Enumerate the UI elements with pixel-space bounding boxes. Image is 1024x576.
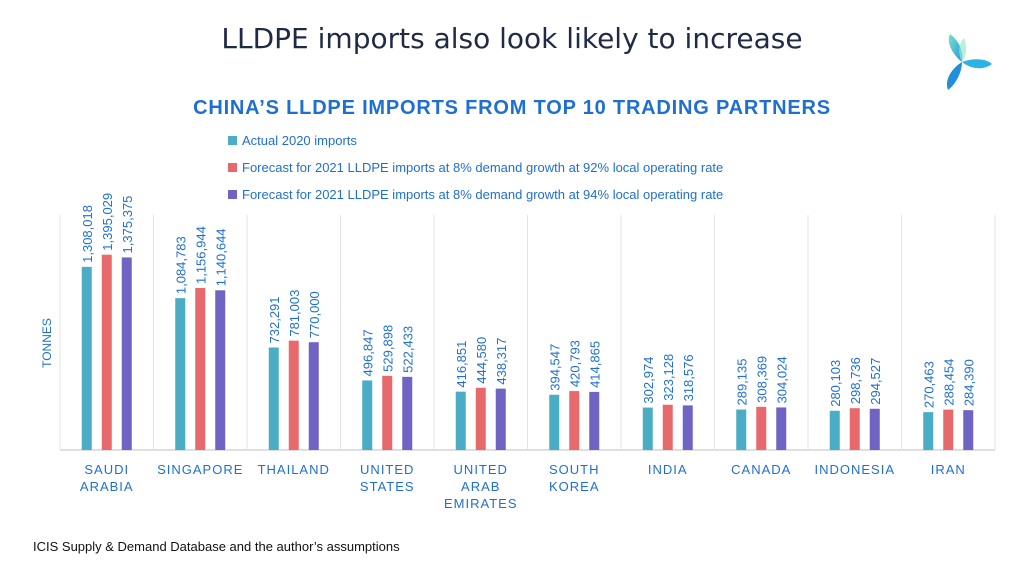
data-label: 1,395,029: [100, 193, 115, 251]
bar: [963, 410, 974, 450]
category-label: SINGAPORE: [157, 462, 243, 477]
bar: [455, 391, 466, 450]
bar: [943, 409, 954, 450]
bar: [475, 387, 486, 450]
data-label: 308,369: [754, 356, 769, 403]
legend-swatch: [228, 190, 237, 199]
data-label: 1,375,375: [120, 196, 135, 254]
bar: [268, 347, 279, 450]
data-label: 1,140,644: [213, 228, 228, 286]
data-label: 781,003: [287, 290, 302, 337]
category-label: THAILAND: [258, 462, 330, 477]
bar: [736, 409, 747, 450]
data-label: 1,308,018: [80, 205, 95, 263]
data-label: 732,291: [267, 296, 282, 343]
source-note: ICIS Supply & Demand Database and the au…: [33, 539, 400, 554]
chart-legend: Actual 2020 imports Forecast for 2021 LLD…: [228, 133, 723, 202]
data-label: 522,433: [400, 326, 415, 373]
bar: [101, 254, 112, 450]
bar: [549, 394, 560, 450]
category-label: CANADA: [731, 462, 791, 477]
data-label: 394,547: [547, 344, 562, 391]
bar: [495, 388, 506, 450]
data-label: 1,156,944: [193, 226, 208, 284]
bar: [382, 375, 393, 450]
bar: [869, 408, 880, 450]
data-label: 318,576: [681, 354, 696, 401]
data-label: 302,974: [641, 357, 656, 404]
bar: [195, 288, 206, 450]
bar: [923, 412, 934, 450]
data-label: 529,898: [380, 325, 395, 372]
bar: [81, 266, 92, 450]
category-label: IRAN: [931, 462, 966, 477]
bar: [682, 405, 693, 450]
data-label: 496,847: [360, 329, 375, 376]
bar: [589, 391, 600, 450]
data-label: 414,865: [587, 341, 602, 388]
bar: [402, 376, 413, 450]
data-label: 323,128: [661, 354, 676, 401]
category-label: SOUTH KOREA: [549, 462, 600, 494]
bar: [569, 391, 580, 450]
bar: [756, 406, 767, 450]
bar: [288, 340, 299, 450]
data-label: 289,135: [734, 359, 749, 406]
legend-label: Forecast for 2021 LLDPE imports at 8% de…: [242, 160, 723, 175]
bar: [776, 407, 787, 450]
plot-area: 1,308,018 1,395,029 1,375,375 SAUDI ARABIA 1,…: [59, 193, 996, 511]
bar: [175, 298, 186, 450]
data-label: 304,024: [774, 356, 789, 403]
legend-swatch: [228, 136, 237, 145]
category-label: UNITED STATES: [360, 462, 415, 494]
bar: [849, 408, 860, 450]
data-label: 298,736: [848, 357, 863, 404]
category-label: INDONESIA: [814, 462, 895, 477]
legend-swatch: [228, 163, 237, 172]
category-label: UNITED ARAB EMIRATES: [444, 462, 518, 511]
slide-title: LLDPE imports also look likely to increa…: [221, 22, 803, 55]
data-label: 438,317: [494, 338, 509, 385]
data-label: 420,793: [567, 340, 582, 387]
legend-label: Forecast for 2021 LLDPE imports at 8% de…: [242, 187, 723, 202]
trefoil-logo-icon: [946, 34, 992, 90]
data-label: 270,463: [921, 361, 936, 408]
bar: [215, 290, 226, 450]
category-label: SAUDI ARABIA: [80, 462, 134, 494]
data-label: 284,390: [961, 359, 976, 406]
data-label: 288,454: [941, 359, 956, 406]
data-label: 444,580: [474, 337, 489, 384]
bar: [642, 407, 653, 450]
bar: [308, 342, 319, 450]
data-label: 280,103: [828, 360, 843, 407]
data-label: 416,851: [454, 341, 469, 388]
legend-label: Actual 2020 imports: [242, 133, 357, 148]
y-axis-label: TONNES: [40, 318, 54, 368]
bar: [362, 380, 373, 450]
bar: [662, 404, 673, 450]
data-label: 770,000: [307, 291, 322, 338]
bar: [121, 257, 132, 450]
bar: [829, 410, 840, 450]
category-label: INDIA: [648, 462, 688, 477]
data-label: 294,527: [868, 358, 883, 405]
data-label: 1,084,783: [173, 236, 188, 294]
chart-title: CHINA’S LLDPE IMPORTS FROM TOP 10 TRADIN…: [193, 97, 831, 119]
